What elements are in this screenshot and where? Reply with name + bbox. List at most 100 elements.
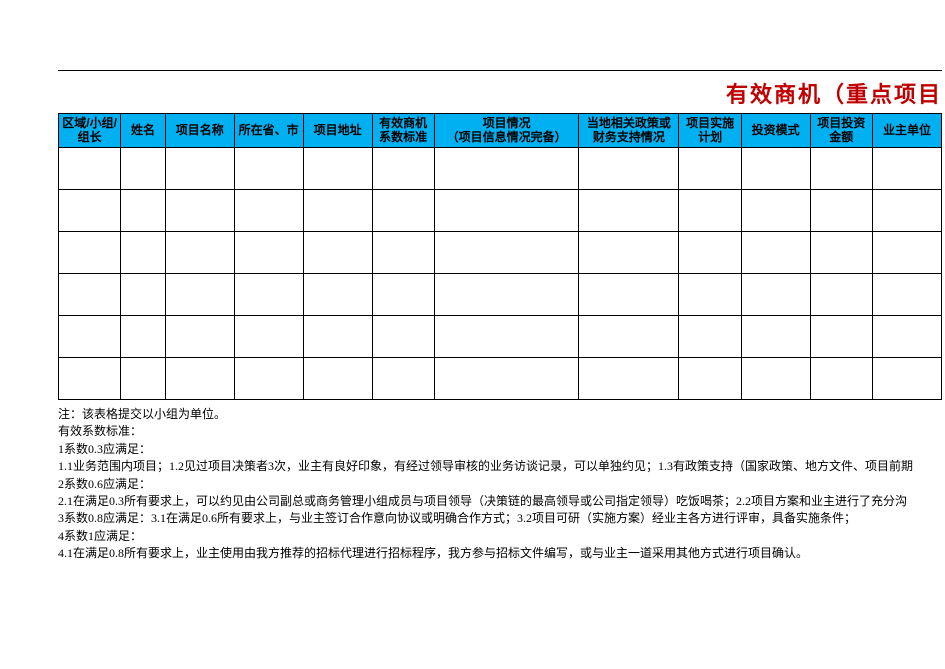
cell bbox=[434, 316, 579, 358]
cell bbox=[741, 148, 810, 190]
cell bbox=[741, 232, 810, 274]
cell bbox=[679, 148, 741, 190]
note-line: 有效系数标准： bbox=[58, 423, 942, 440]
cell bbox=[372, 316, 434, 358]
col-header-0: 区域/小组/组长 bbox=[59, 114, 121, 148]
cell bbox=[810, 274, 872, 316]
col-header-8: 项目实施计划 bbox=[679, 114, 741, 148]
cell bbox=[579, 190, 679, 232]
table-row bbox=[59, 316, 942, 358]
note-line: 2.1在满足0.3所有要求上，可以约见由公司副总或商务管理小组成员与项目领导（决… bbox=[58, 493, 942, 510]
cell bbox=[121, 148, 165, 190]
cell bbox=[872, 190, 941, 232]
col-header-6: 项目情况（项目信息情况完备） bbox=[434, 114, 579, 148]
cell bbox=[303, 190, 372, 232]
cell bbox=[234, 190, 303, 232]
col-header-2: 项目名称 bbox=[165, 114, 234, 148]
cell bbox=[165, 316, 234, 358]
table-row bbox=[59, 358, 942, 400]
cell bbox=[872, 148, 941, 190]
cell bbox=[303, 358, 372, 400]
cell bbox=[872, 358, 941, 400]
cell bbox=[234, 316, 303, 358]
cell bbox=[679, 274, 741, 316]
notes-block: 注：该表格提交以小组为单位。有效系数标准：1系数0.3应满足：1.1业务范围内项… bbox=[58, 406, 942, 563]
table-header-row: 区域/小组/组长姓名项目名称所在省、市项目地址有效商机系数标准项目情况（项目信息… bbox=[59, 114, 942, 148]
cell bbox=[579, 316, 679, 358]
cell bbox=[59, 358, 121, 400]
cell bbox=[165, 358, 234, 400]
page-title: 有效商机（重点项目 bbox=[58, 70, 942, 113]
col-header-9: 投资模式 bbox=[741, 114, 810, 148]
cell bbox=[872, 274, 941, 316]
note-line: 4.1在满足0.8所有要求上，业主使用由我方推荐的招标代理进行招标程序，我方参与… bbox=[58, 545, 942, 562]
col-header-11: 业主单位 bbox=[872, 114, 941, 148]
col-header-10: 项目投资金额 bbox=[810, 114, 872, 148]
cell bbox=[741, 316, 810, 358]
cell bbox=[434, 274, 579, 316]
cell bbox=[372, 358, 434, 400]
cell bbox=[121, 190, 165, 232]
note-line: 1系数0.3应满足： bbox=[58, 441, 942, 458]
table-row bbox=[59, 190, 942, 232]
cell bbox=[234, 274, 303, 316]
cell bbox=[679, 232, 741, 274]
table-row bbox=[59, 148, 942, 190]
cell bbox=[741, 274, 810, 316]
cell bbox=[59, 274, 121, 316]
cell bbox=[679, 190, 741, 232]
cell bbox=[434, 358, 579, 400]
col-header-4: 项目地址 bbox=[303, 114, 372, 148]
cell bbox=[810, 148, 872, 190]
cell bbox=[59, 190, 121, 232]
cell bbox=[121, 316, 165, 358]
cell bbox=[59, 316, 121, 358]
cell bbox=[579, 232, 679, 274]
cell bbox=[579, 148, 679, 190]
table-row bbox=[59, 274, 942, 316]
cell bbox=[372, 232, 434, 274]
note-line: 1.1业务范围内项目；1.2见过项目决策者3次，业主有良好印象，有经过领导审核的… bbox=[58, 458, 942, 475]
note-line: 4系数1应满足： bbox=[58, 528, 942, 545]
cell bbox=[121, 358, 165, 400]
cell bbox=[579, 274, 679, 316]
cell bbox=[810, 190, 872, 232]
cell bbox=[810, 316, 872, 358]
cell bbox=[372, 148, 434, 190]
cell bbox=[59, 148, 121, 190]
note-line: 2系数0.6应满足： bbox=[58, 476, 942, 493]
cell bbox=[234, 148, 303, 190]
cell bbox=[59, 232, 121, 274]
cell bbox=[234, 232, 303, 274]
cell bbox=[165, 274, 234, 316]
cell bbox=[303, 316, 372, 358]
cell bbox=[165, 190, 234, 232]
note-line: 注：该表格提交以小组为单位。 bbox=[58, 406, 942, 423]
cell bbox=[165, 232, 234, 274]
col-header-1: 姓名 bbox=[121, 114, 165, 148]
cell bbox=[434, 190, 579, 232]
cell bbox=[303, 148, 372, 190]
cell bbox=[372, 190, 434, 232]
cell bbox=[741, 358, 810, 400]
cell bbox=[579, 358, 679, 400]
cell bbox=[234, 358, 303, 400]
col-header-7: 当地相关政策或财务支持情况 bbox=[579, 114, 679, 148]
col-header-5: 有效商机系数标准 bbox=[372, 114, 434, 148]
cell bbox=[872, 316, 941, 358]
cell bbox=[434, 148, 579, 190]
note-line: 3系数0.8应满足：3.1在满足0.6所有要求上，与业主签订合作意向协议或明确合… bbox=[58, 510, 942, 527]
cell bbox=[810, 358, 872, 400]
opportunity-table: 区域/小组/组长姓名项目名称所在省、市项目地址有效商机系数标准项目情况（项目信息… bbox=[58, 113, 942, 400]
cell bbox=[303, 232, 372, 274]
cell bbox=[121, 232, 165, 274]
cell bbox=[165, 148, 234, 190]
cell bbox=[741, 190, 810, 232]
cell bbox=[679, 316, 741, 358]
cell bbox=[434, 232, 579, 274]
cell bbox=[303, 274, 372, 316]
cell bbox=[679, 358, 741, 400]
table-row bbox=[59, 232, 942, 274]
cell bbox=[810, 232, 872, 274]
cell bbox=[372, 274, 434, 316]
